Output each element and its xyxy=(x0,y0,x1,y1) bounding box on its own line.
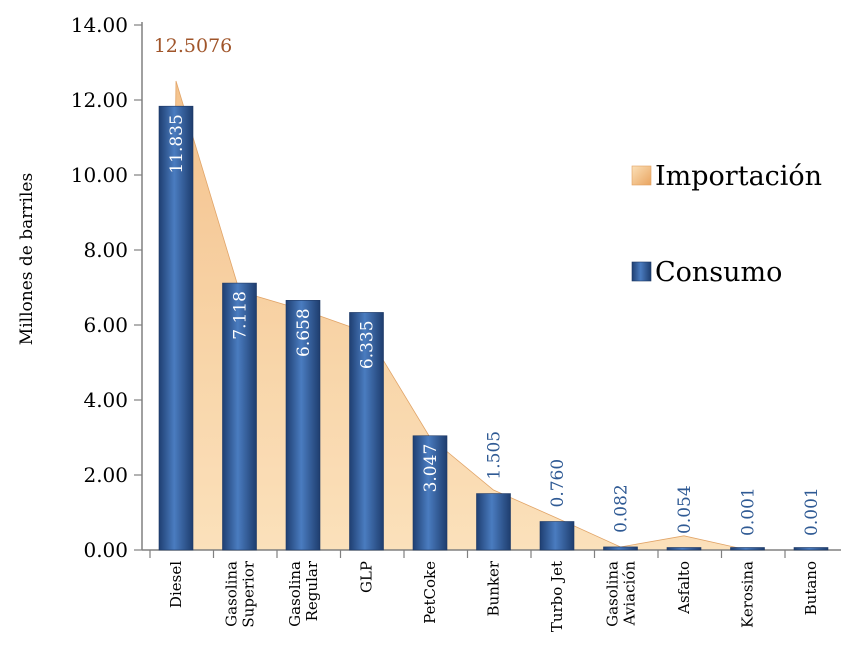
legend-label-consumo: Consumo xyxy=(655,257,782,288)
category-label: Turbo Jet xyxy=(548,561,566,632)
category-label: Butano xyxy=(802,561,820,615)
consumo-value-label: 6.658 xyxy=(294,308,314,357)
consumo-bar xyxy=(793,547,829,551)
category-label: PetCoke xyxy=(421,561,439,624)
category-label: Kerosina xyxy=(739,561,757,628)
y-axis-label: Millones de barriles xyxy=(17,173,37,345)
y-tick-label: 6.00 xyxy=(83,313,128,337)
category-label: GLP xyxy=(358,561,376,593)
y-tick-label: 4.00 xyxy=(83,388,128,412)
category-label: Regular xyxy=(303,560,321,621)
consumo-value-label: 0.760 xyxy=(548,459,568,508)
category-label: Gasolina xyxy=(223,561,241,627)
consumo-bar xyxy=(285,300,321,551)
importacion-peak-label: 12.5076 xyxy=(154,35,233,57)
category-label: Gasolina xyxy=(604,561,622,627)
consumo-value-label: 0.001 xyxy=(739,487,759,536)
consumo-bar xyxy=(412,435,448,551)
y-tick-label: 14.00 xyxy=(71,13,128,37)
consumo-value-label: 0.082 xyxy=(612,484,632,533)
y-tick-label: 0.00 xyxy=(83,538,128,562)
consumo-bar xyxy=(222,282,257,551)
y-tick-label: 10.00 xyxy=(71,163,128,187)
consumo-value-label: 6.335 xyxy=(358,320,378,369)
category-label: Superior xyxy=(240,560,258,627)
consumo-bar xyxy=(158,105,194,551)
consumo-bar xyxy=(539,521,575,551)
category-label: Asfalto xyxy=(675,561,693,615)
consumo-value-label: 11.835 xyxy=(167,114,187,173)
consumo-value-label: 3.047 xyxy=(421,444,441,493)
consumo-value-label: 0.054 xyxy=(675,485,695,534)
y-tick-label: 8.00 xyxy=(83,238,128,262)
consumo-value-label: 7.118 xyxy=(231,291,251,340)
consumo-bar xyxy=(603,546,638,551)
category-label: Aviación xyxy=(621,561,639,627)
category-label: Diesel xyxy=(167,561,185,608)
consumo-value-label: 1.505 xyxy=(485,431,505,480)
y-tick-label: 2.00 xyxy=(83,463,128,487)
consumo-value-label: 0.001 xyxy=(802,487,822,536)
category-label: Bunker xyxy=(485,560,503,616)
legend-swatch-consumo xyxy=(631,261,652,282)
y-tick-label: 12.00 xyxy=(71,88,128,112)
consumo-bar xyxy=(666,547,702,551)
consumo-bar xyxy=(476,493,511,551)
legend-swatch-importacion xyxy=(631,165,652,186)
consumo-bar xyxy=(730,547,765,551)
legend-label-importacion: Importación xyxy=(655,161,822,192)
consumo-bar xyxy=(349,312,384,551)
category-label: Gasolina xyxy=(286,561,304,627)
